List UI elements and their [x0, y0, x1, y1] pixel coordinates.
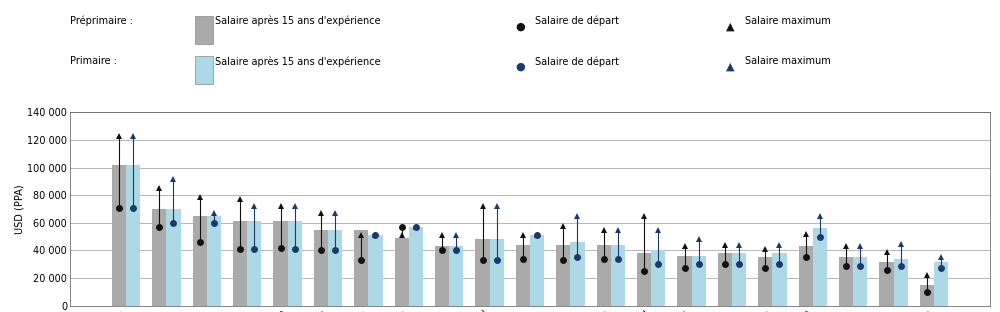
Text: Salaire après 15 ans d'expérience: Salaire après 15 ans d'expérience: [215, 56, 381, 67]
Bar: [556, 245, 570, 306]
Bar: [166, 209, 181, 306]
Bar: [435, 246, 449, 306]
Bar: [894, 259, 908, 306]
Bar: [530, 235, 544, 306]
Text: ▲: ▲: [726, 62, 734, 72]
Bar: [934, 261, 948, 306]
Bar: [273, 222, 288, 306]
Bar: [772, 253, 787, 306]
Bar: [839, 257, 853, 306]
Bar: [475, 239, 490, 306]
Text: ●: ●: [515, 22, 525, 32]
Bar: [799, 246, 813, 306]
Bar: [233, 222, 247, 306]
Bar: [112, 165, 126, 306]
Bar: [853, 257, 867, 306]
Bar: [368, 235, 383, 306]
Bar: [597, 245, 611, 306]
Bar: [247, 222, 261, 306]
Text: Salaire de départ: Salaire de départ: [535, 16, 619, 26]
Text: Primaire :: Primaire :: [70, 56, 117, 66]
Bar: [328, 230, 342, 306]
Bar: [732, 253, 746, 306]
Bar: [288, 222, 302, 306]
Bar: [692, 256, 706, 306]
Bar: [637, 253, 651, 306]
Bar: [651, 251, 665, 306]
Bar: [490, 239, 504, 306]
Text: Salaire après 15 ans d'expérience: Salaire après 15 ans d'expérience: [215, 16, 381, 26]
Bar: [758, 257, 772, 306]
Bar: [354, 230, 368, 306]
Bar: [570, 242, 585, 306]
Text: Préprimaire :: Préprimaire :: [70, 16, 133, 26]
Bar: [409, 227, 423, 306]
Bar: [193, 216, 207, 306]
Bar: [718, 253, 732, 306]
Bar: [207, 216, 221, 306]
Text: Salaire maximum: Salaire maximum: [745, 56, 831, 66]
Bar: [395, 238, 409, 306]
Bar: [449, 246, 463, 306]
Bar: [516, 245, 530, 306]
Bar: [879, 261, 894, 306]
Text: Salaire de départ: Salaire de départ: [535, 56, 619, 67]
Bar: [677, 256, 692, 306]
Bar: [152, 209, 166, 306]
Bar: [126, 165, 140, 306]
Bar: [920, 285, 934, 306]
Text: Salaire maximum: Salaire maximum: [745, 16, 831, 26]
Bar: [314, 230, 328, 306]
Bar: [813, 228, 827, 306]
Bar: [611, 245, 625, 306]
Text: ●: ●: [515, 62, 525, 72]
Y-axis label: USD (PPA): USD (PPA): [14, 184, 24, 234]
Text: ▲: ▲: [726, 22, 734, 32]
